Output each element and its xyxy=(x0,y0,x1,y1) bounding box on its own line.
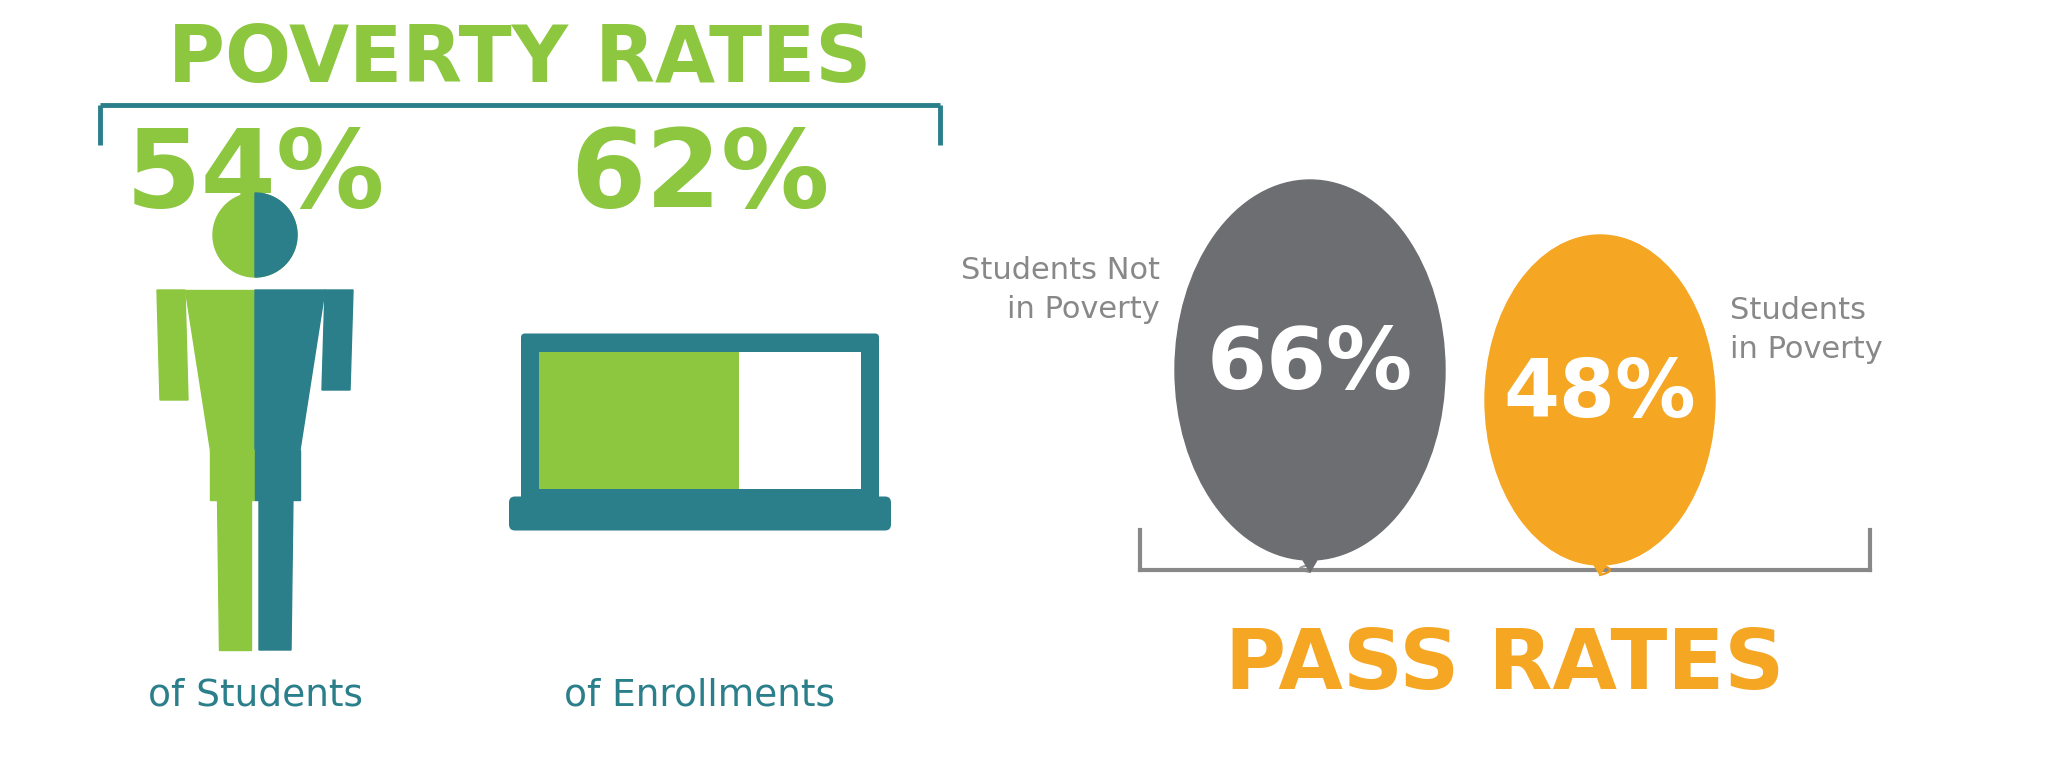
Text: of Enrollments: of Enrollments xyxy=(565,677,836,713)
Polygon shape xyxy=(256,290,326,450)
Polygon shape xyxy=(211,450,256,500)
FancyBboxPatch shape xyxy=(510,497,891,531)
Ellipse shape xyxy=(1485,235,1714,565)
Polygon shape xyxy=(1593,565,1606,575)
Polygon shape xyxy=(217,495,252,650)
Polygon shape xyxy=(1303,560,1317,572)
Polygon shape xyxy=(322,290,352,390)
Polygon shape xyxy=(258,495,293,650)
Circle shape xyxy=(213,193,297,277)
Text: 66%: 66% xyxy=(1206,323,1413,407)
Text: POVERTY RATES: POVERTY RATES xyxy=(168,22,872,98)
Ellipse shape xyxy=(1176,180,1446,560)
Bar xyxy=(539,352,739,488)
Text: 48%: 48% xyxy=(1503,356,1696,434)
Text: 54%: 54% xyxy=(125,124,385,230)
Polygon shape xyxy=(158,290,188,400)
Text: of Students: of Students xyxy=(147,677,362,713)
Text: Students
in Poverty: Students in Poverty xyxy=(1731,296,1882,363)
Wedge shape xyxy=(256,193,297,277)
Text: PASS RATES: PASS RATES xyxy=(1225,625,1784,705)
Polygon shape xyxy=(184,290,256,450)
Polygon shape xyxy=(256,450,299,500)
Text: 62%: 62% xyxy=(569,124,829,230)
FancyBboxPatch shape xyxy=(520,333,879,507)
Text: Students Not
in Poverty: Students Not in Poverty xyxy=(961,257,1159,324)
Bar xyxy=(539,352,860,488)
